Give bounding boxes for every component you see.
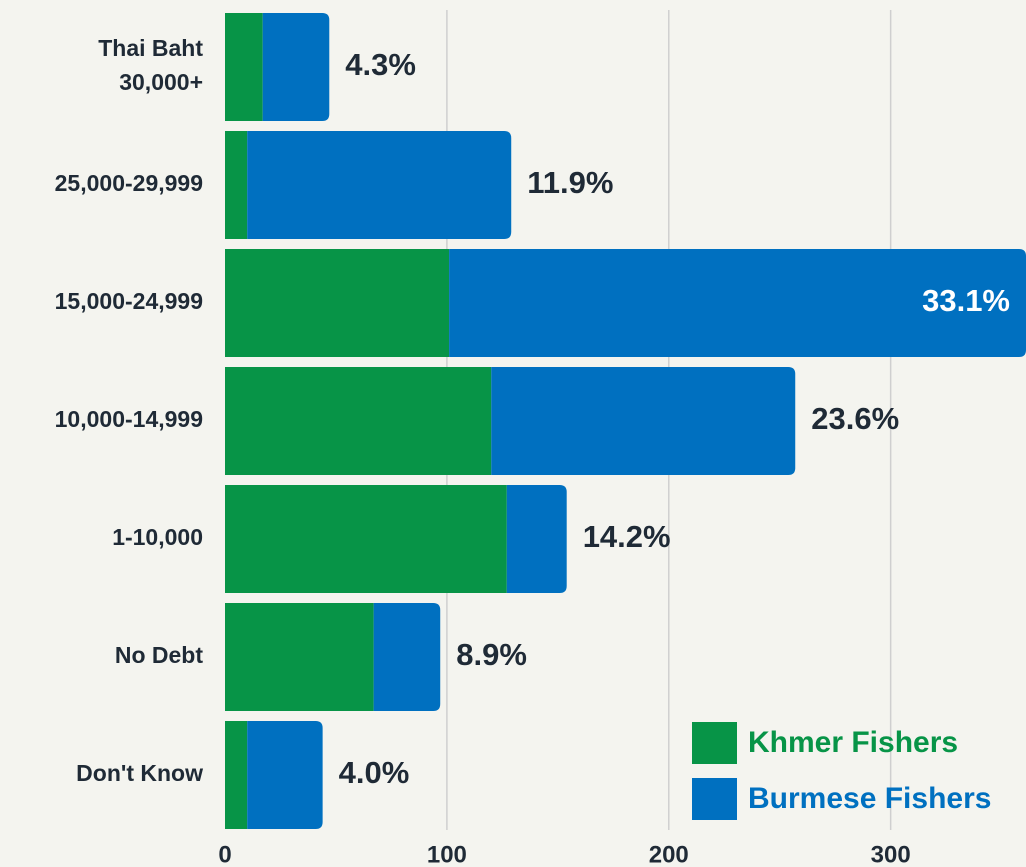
y-tick-label: 10,000-14,999 xyxy=(54,406,203,432)
y-tick-label: 1-10,000 xyxy=(112,524,203,550)
x-tick-label: 200 xyxy=(649,841,689,867)
bar-segment xyxy=(225,367,492,475)
bar-segment xyxy=(225,721,248,829)
bar-segment xyxy=(247,721,323,829)
bar-segment xyxy=(225,249,450,357)
bar-segment xyxy=(491,367,796,475)
bar-segment xyxy=(225,485,507,593)
data-label: 14.2% xyxy=(583,519,671,554)
data-label: 11.9% xyxy=(527,165,613,200)
bar-segment xyxy=(449,249,1026,357)
bar-segment xyxy=(247,131,512,239)
data-label: 33.1% xyxy=(922,283,1010,318)
legend-swatch xyxy=(692,722,737,764)
bar-segment xyxy=(225,603,374,711)
legend-label: Khmer Fishers xyxy=(748,726,958,759)
bar-segment xyxy=(373,603,441,711)
y-tick-label: No Debt xyxy=(114,642,203,668)
data-label: 4.0% xyxy=(339,755,410,790)
data-label: 23.6% xyxy=(811,401,899,436)
data-label: 8.9% xyxy=(456,637,527,672)
bar-segment xyxy=(262,13,330,121)
bar-segment xyxy=(225,131,248,239)
bar-segment xyxy=(225,13,263,121)
data-label: 4.3% xyxy=(345,47,416,82)
bar-segment xyxy=(506,485,567,593)
y-tick-label: Thai Baht 30,000+ xyxy=(98,35,203,95)
legend-swatch xyxy=(692,778,737,820)
legend-label: Burmese Fishers xyxy=(748,782,991,815)
x-tick-label: 300 xyxy=(871,841,911,867)
y-tick-label: 15,000-24,999 xyxy=(54,288,203,314)
x-tick-label: 100 xyxy=(427,841,467,867)
x-tick-label: 0 xyxy=(218,841,231,867)
y-tick-label: 25,000-29,999 xyxy=(54,170,203,196)
y-tick-label: Don't Know xyxy=(76,760,203,786)
